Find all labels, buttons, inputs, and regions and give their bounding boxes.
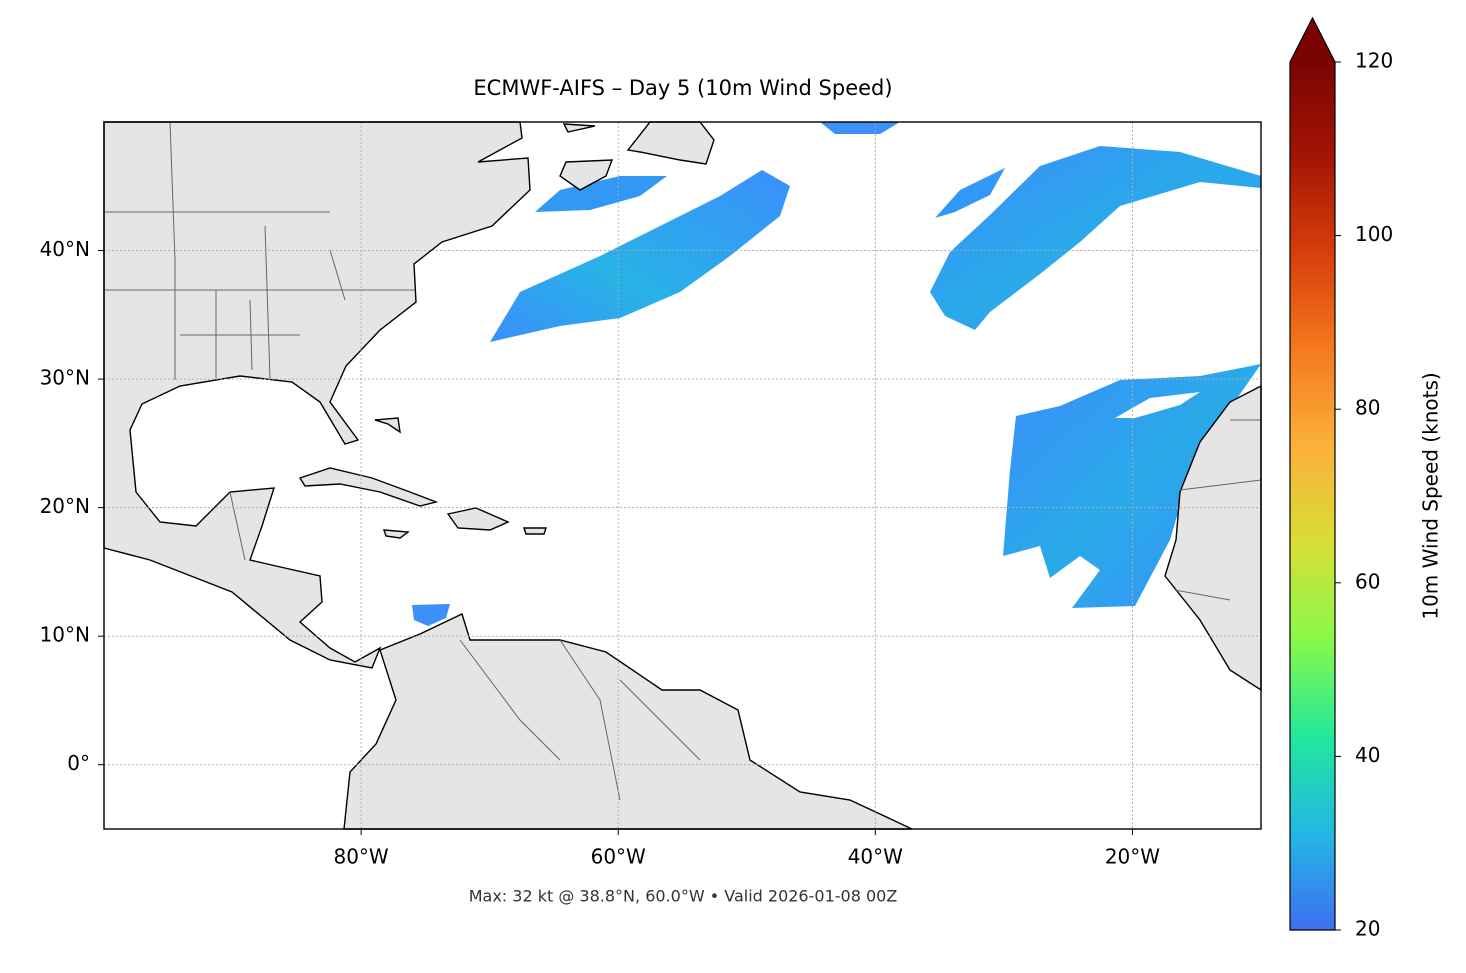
x-tick-label: 60°W [591, 845, 646, 869]
y-tick-label: 30°N [40, 366, 90, 390]
caption: Max: 32 kt @ 38.8°N, 60.0°W • Valid 2026… [469, 887, 898, 906]
land [103, 121, 1262, 830]
colorbar-tick-label: 100 [1355, 222, 1393, 246]
grid [104, 122, 1261, 829]
colorbar: 20 40 60 80 100 120 10m Wind Speed (knots) [1289, 16, 1443, 941]
colorbar-label: 10m Wind Speed (knots) [1419, 372, 1443, 619]
x-tick-label: 40°W [848, 845, 903, 869]
y-tick-label: 20°N [40, 494, 90, 518]
colorbar-scale [1290, 62, 1335, 930]
colorbar-tick-label: 20 [1355, 917, 1380, 941]
x-tick-label: 20°W [1105, 845, 1160, 869]
y-tick-label: 40°N [40, 237, 90, 261]
colorbar-tick-label: 80 [1355, 396, 1380, 420]
colorbar-tick-label: 120 [1355, 49, 1393, 73]
colorbar-tick-label: 60 [1355, 569, 1380, 593]
colorbar-extend [1290, 18, 1335, 62]
x-tick-label: 80°W [333, 845, 388, 869]
y-tick-label: 10°N [40, 623, 90, 647]
colorbar-tick-label: 40 [1355, 743, 1380, 767]
y-tick-label: 0° [67, 751, 90, 775]
chart-title: ECMWF-AIFS – Day 5 (10m Wind Speed) [473, 76, 892, 100]
map-frame [103, 121, 1262, 830]
colorbar-outline [1289, 16, 1336, 931]
